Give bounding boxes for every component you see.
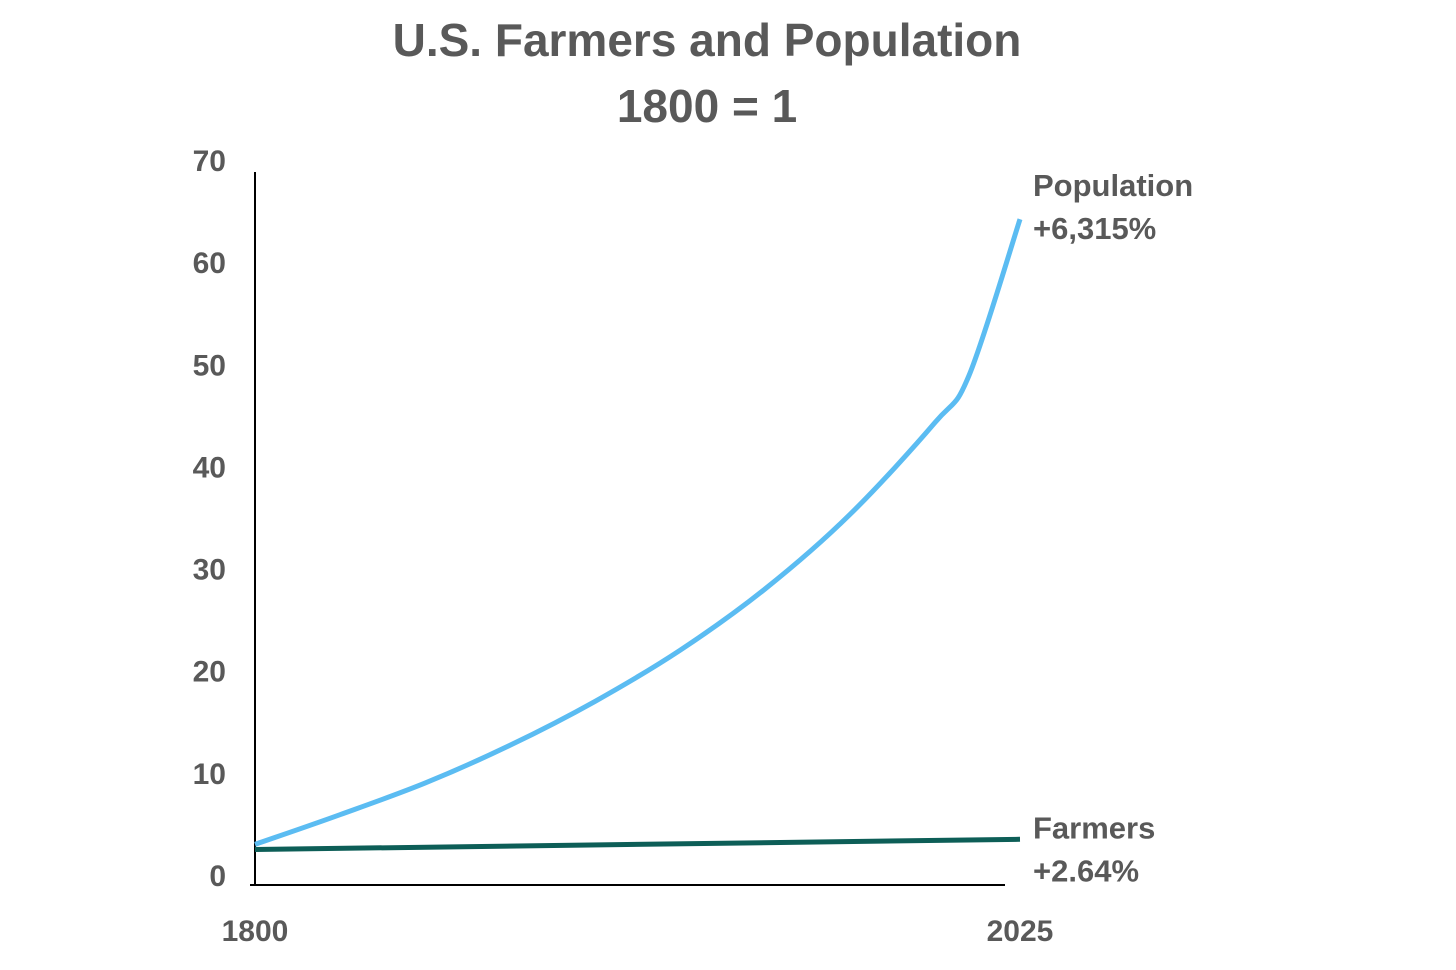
farmers-series-name: Farmers bbox=[1033, 810, 1155, 845]
y-tick-label: 20 bbox=[193, 656, 226, 689]
y-tick-label: 30 bbox=[193, 554, 226, 587]
y-tick-label: 40 bbox=[193, 451, 226, 484]
y-tick-labels: 0 10 20 30 40 50 60 70 bbox=[193, 145, 226, 893]
farmers-line bbox=[254, 836, 1021, 852]
y-tick-label: 50 bbox=[193, 349, 226, 382]
y-tick-label: 60 bbox=[193, 247, 226, 280]
series-lines bbox=[254, 218, 1023, 852]
x-tick-labels: 1800 2025 bbox=[222, 915, 1054, 948]
population-series-name: Population bbox=[1033, 168, 1193, 203]
population-change-label: +6,315% bbox=[1033, 211, 1156, 246]
series-labels: Population +6,315% Farmers +2.64% bbox=[1033, 168, 1193, 888]
y-tick-label: 0 bbox=[209, 860, 226, 893]
y-tick-label: 10 bbox=[193, 758, 226, 791]
x-tick-label: 2025 bbox=[987, 915, 1054, 948]
farmers-change-label: +2.64% bbox=[1033, 853, 1139, 888]
chart-subtitle: 1800 = 1 bbox=[617, 80, 797, 132]
y-tick-label: 70 bbox=[193, 145, 226, 178]
x-tick-label: 1800 bbox=[222, 915, 289, 948]
chart-title: U.S. Farmers and Population bbox=[393, 14, 1022, 66]
population-line bbox=[254, 218, 1023, 847]
